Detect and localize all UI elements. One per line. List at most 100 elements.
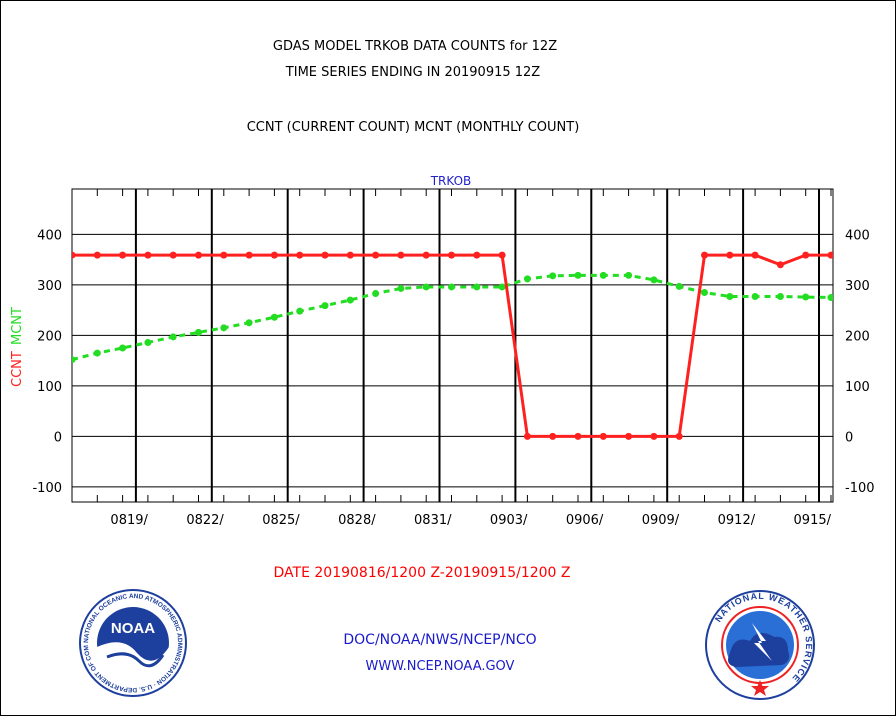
data-point-ccnt — [448, 251, 455, 259]
data-point-ccnt — [701, 251, 708, 259]
data-point-mcnt — [802, 293, 810, 301]
data-point-ccnt — [498, 251, 506, 259]
data-point-ccnt — [220, 251, 228, 259]
data-point-mcnt — [321, 302, 329, 310]
chart-title-line1: GDAS MODEL TRKOB DATA COUNTS for 12Z — [272, 39, 558, 54]
data-point-mcnt — [144, 338, 152, 346]
data-point-mcnt — [473, 283, 481, 291]
x-tick-label: 0831/ — [414, 513, 452, 528]
y-tick-label-left: 100 — [37, 380, 62, 395]
data-point-ccnt — [827, 251, 833, 259]
data-point-mcnt — [523, 275, 531, 283]
data-point-mcnt — [93, 349, 101, 357]
data-point-mcnt — [751, 293, 759, 301]
panel-title: TRKOB — [430, 174, 472, 188]
data-point-ccnt — [372, 251, 380, 259]
data-point-mcnt — [675, 282, 683, 290]
data-point-mcnt — [220, 324, 228, 332]
data-point-ccnt — [321, 251, 329, 259]
data-point-mcnt — [701, 288, 708, 296]
y-tick-label-right: 100 — [845, 380, 870, 395]
data-point-mcnt — [448, 283, 455, 291]
data-point-mcnt — [650, 276, 658, 284]
x-tick-label: 0912/ — [718, 513, 756, 528]
nws-logo: NATIONAL WEATHER SERVICE — [705, 590, 815, 700]
data-point-ccnt — [802, 251, 810, 259]
chart-title-line2: TIME SERIES ENDING IN 20190915 12Z — [285, 65, 541, 80]
data-point-mcnt — [72, 356, 76, 364]
data-point-mcnt — [422, 283, 430, 291]
nws-star-icon — [751, 680, 769, 696]
noaa-logo-text: NOAA — [111, 620, 155, 637]
data-point-ccnt — [397, 251, 405, 259]
y-tick-label-left: 400 — [37, 228, 62, 243]
data-point-ccnt — [625, 432, 633, 440]
data-point-mcnt — [498, 283, 506, 291]
data-point-mcnt — [726, 293, 734, 301]
data-point-mcnt — [245, 319, 253, 327]
data-point-mcnt — [549, 272, 557, 280]
y-tick-label-left: 300 — [37, 279, 62, 294]
data-point-mcnt — [827, 294, 833, 302]
chart-subtitle: CCNT (CURRENT COUNT) MCNT (MONTHLY COUNT… — [246, 120, 580, 135]
data-point-ccnt — [270, 251, 278, 259]
data-point-ccnt — [195, 251, 202, 259]
noaa-logo: NOAA NATIONAL OCEANIC AND ATMOSPHERIC AD… — [79, 589, 187, 697]
data-point-ccnt — [346, 251, 354, 259]
data-point-mcnt — [270, 313, 278, 321]
data-point-ccnt — [296, 251, 304, 259]
data-point-mcnt — [372, 290, 380, 298]
data-point-ccnt — [245, 251, 253, 259]
data-point-mcnt — [599, 271, 607, 279]
org-link[interactable]: DOC/NOAA/NWS/NCEP/NCO — [343, 632, 537, 648]
plot-area: -100 -100 0 0 100 100 200 200 300 300 400 400 0819/0… — [10, 174, 875, 528]
y-axis-label-ccnt: CCNT — [10, 351, 25, 387]
y-tick-label-right: -100 — [845, 481, 875, 496]
x-tick-label: 0819/ — [110, 513, 148, 528]
data-point-ccnt — [169, 251, 177, 259]
data-point-ccnt — [473, 251, 481, 259]
y-tick-label-right: 200 — [845, 329, 870, 344]
data-point-mcnt — [574, 271, 582, 279]
data-point-mcnt — [296, 307, 304, 315]
x-tick-label: 0909/ — [642, 513, 680, 528]
data-point-ccnt — [93, 251, 101, 259]
data-point-ccnt — [549, 432, 557, 440]
data-point-ccnt — [72, 251, 76, 259]
data-point-ccnt — [751, 251, 759, 259]
x-tick-label: 0906/ — [566, 513, 604, 528]
data-point-ccnt — [574, 432, 582, 440]
data-point-ccnt — [650, 432, 658, 440]
plot-frame — [71, 188, 834, 503]
y-tick-label-left: 200 — [37, 329, 62, 344]
data-point-mcnt — [169, 333, 177, 341]
series-line-ccnt — [72, 253, 831, 438]
data-point-ccnt — [523, 432, 531, 440]
data-point-ccnt — [726, 251, 734, 259]
data-point-ccnt — [119, 251, 127, 259]
x-tick-label: 0903/ — [490, 513, 528, 528]
y-axis-label-mcnt: MCNT — [10, 307, 25, 345]
y-tick-label-right: 0 — [845, 430, 853, 445]
data-point-mcnt — [397, 284, 405, 292]
date-range-label: DATE 20190816/1200 Z-20190915/1200 Z — [273, 565, 571, 581]
data-point-ccnt — [144, 251, 152, 259]
x-tick-label: 0915/ — [794, 513, 832, 528]
data-point-ccnt — [599, 432, 607, 440]
y-tick-label-right: 300 — [845, 279, 870, 294]
y-tick-label-left: -100 — [32, 481, 62, 496]
data-point-mcnt — [346, 296, 354, 304]
x-tick-label: 0825/ — [262, 513, 300, 528]
data-point-mcnt — [625, 271, 633, 279]
y-tick-label-left: 0 — [54, 430, 62, 445]
data-point-mcnt — [776, 293, 784, 301]
data-point-mcnt — [119, 344, 127, 352]
y-tick-label-right: 400 — [845, 228, 870, 243]
data-point-mcnt — [195, 328, 202, 336]
x-tick-label: 0822/ — [186, 513, 224, 528]
data-point-ccnt — [675, 432, 683, 440]
data-point-ccnt — [776, 261, 784, 269]
url-link[interactable]: WWW.NCEP.NOAA.GOV — [365, 659, 515, 674]
data-point-ccnt — [422, 251, 430, 259]
